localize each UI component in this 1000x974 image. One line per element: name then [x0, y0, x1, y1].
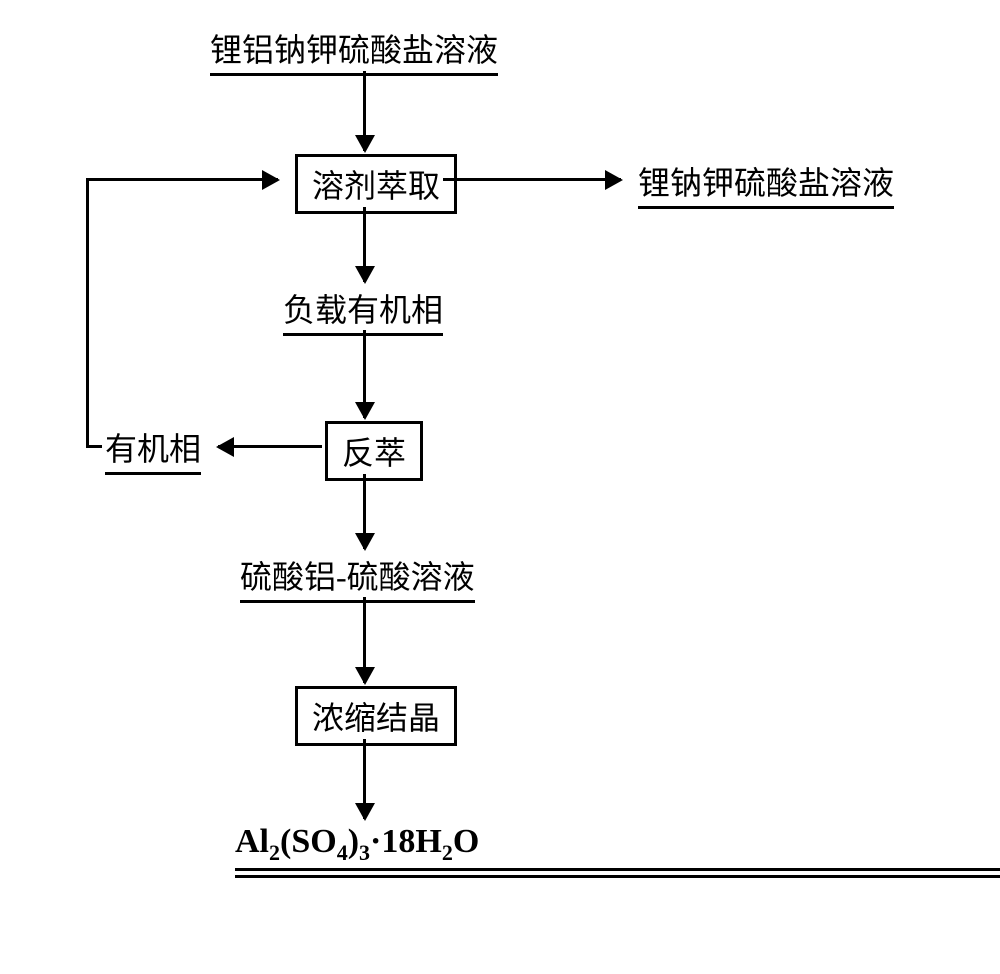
edge-input-to-extract	[363, 71, 366, 151]
flowchart-canvas: 锂铝钠钾硫酸盐溶液 溶剂萃取 锂钠钾硫酸盐溶液 负载有机相 反萃 有机相 硫酸铝…	[0, 0, 1000, 974]
node-input-top: 锂铝钠钾硫酸盐溶液	[210, 25, 498, 76]
edge-recycle-into-extract	[86, 178, 278, 181]
node-strip-box: 反萃	[325, 421, 423, 481]
edge-liquor-to-cryst	[363, 597, 366, 683]
node-organic-phase: 有机相	[105, 424, 201, 475]
edge-loaded-to-strip	[363, 330, 366, 418]
edge-extract-to-raffinate	[443, 178, 621, 181]
node-crystallization-box: 浓缩结晶	[295, 686, 457, 746]
edge-recycle-vertical	[86, 178, 89, 448]
node-extract-box: 溶剂萃取	[295, 154, 457, 214]
node-product-formula: Al2(SO4)3·18H2O	[235, 823, 1000, 871]
edge-strip-to-liquor	[363, 474, 366, 549]
edge-cryst-to-product	[363, 739, 366, 819]
edge-extract-to-loaded	[363, 207, 366, 282]
node-loaded-organic: 负载有机相	[283, 285, 443, 336]
node-strip-liquor: 硫酸铝-硫酸溶液	[240, 552, 475, 603]
edge-strip-to-organic	[218, 445, 322, 448]
node-raffinate: 锂钠钾硫酸盐溶液	[638, 158, 894, 209]
